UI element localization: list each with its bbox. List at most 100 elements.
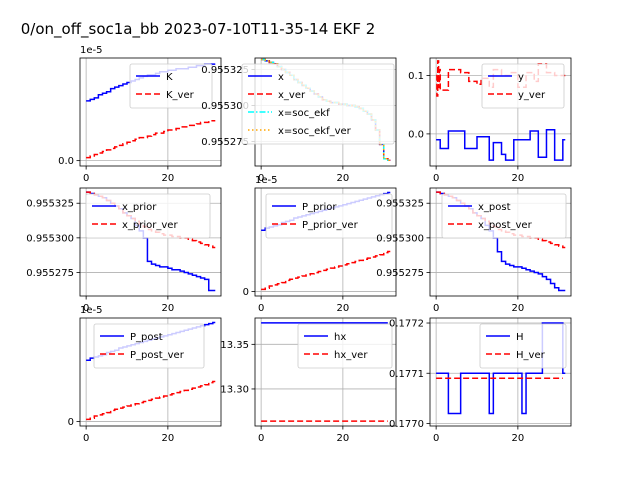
legend-label-x_ver: x_ver: [278, 90, 306, 101]
legend-label-H: H: [516, 332, 524, 343]
y-offset-label: 1e-5: [255, 175, 278, 186]
subplot-y: 0 20 0.0 0.1 y y_ver: [408, 57, 572, 184]
x-tick-label: 0: [258, 173, 264, 184]
y-tick-label: 13.35: [220, 340, 249, 351]
x-tick-label: 20: [162, 173, 175, 184]
x-tick-label: 20: [512, 433, 525, 444]
series-line-y: [436, 129, 566, 161]
legend: K K_ver: [129, 63, 213, 109]
x-tick-label: 0: [83, 303, 89, 314]
y-offset-label: 1e-5: [80, 305, 103, 316]
x-tick-label: 20: [162, 433, 175, 444]
legend-box: [93, 323, 205, 369]
y-tick-label: 0.1772: [389, 319, 424, 330]
axes-frame: [429, 187, 572, 297]
y-tick-label: 0.955300: [201, 101, 249, 112]
axes-frame: [254, 187, 397, 297]
subplot-H: 0 20 0.1770 0.1771 0.1772 H H_ver: [389, 317, 572, 444]
axes-frame: [79, 57, 222, 167]
x-tick-label: 20: [512, 173, 525, 184]
series-line-P_post_ver: [86, 380, 216, 421]
legend-box: [241, 63, 395, 145]
y-tick-label: 0.955325: [376, 199, 424, 210]
legend-label-K_ver: K_ver: [166, 90, 195, 101]
y-tick-label: 0: [243, 287, 249, 298]
x-tick-label: 0: [433, 173, 439, 184]
legend: x_post x_post_ver: [441, 193, 567, 239]
legend-label-x=soc_ekf: x=soc_ekf: [278, 108, 330, 119]
x-tick-label: 20: [337, 303, 350, 314]
y-tick-label: 0.955325: [201, 65, 249, 76]
legend-label-x: x: [278, 72, 284, 83]
x-tick-label: 20: [337, 173, 350, 184]
legend-label-x_post_ver: x_post_ver: [478, 220, 533, 231]
y-tick-label: 0.955300: [376, 233, 424, 244]
series-line-K_ver: [86, 120, 216, 159]
legend-label-x_prior_ver: x_prior_ver: [122, 220, 178, 231]
series-group: [436, 322, 566, 415]
legend-box: [441, 193, 567, 239]
series-line-H: [436, 322, 566, 415]
y-tick-label: 0.0: [58, 156, 74, 167]
x-tick-label: 0: [83, 173, 89, 184]
y-tick-label: 0: [68, 417, 74, 428]
legend-label-hx_ver: hx_ver: [334, 350, 368, 361]
legend-label-y_ver: y_ver: [518, 90, 546, 101]
x-tick-label: 0: [258, 433, 264, 444]
axes-frame: [429, 57, 572, 167]
x-tick-label: 20: [512, 303, 525, 314]
legend-box: [129, 63, 213, 109]
y-tick-label: 0.955275: [376, 268, 424, 279]
legend-box: [479, 323, 567, 369]
legend-label-x_prior: x_prior: [122, 202, 157, 213]
y-tick-label: 13.30: [220, 384, 249, 395]
legend: P_prior P_prior_ver: [265, 193, 393, 239]
legend: x_prior x_prior_ver: [85, 193, 211, 239]
legend-label-H_ver: H_ver: [516, 350, 546, 361]
subplot-x_post: 0 20 0.955275 0.955300 0.955325 x_post x_post_…: [376, 187, 572, 314]
y-tick-label: 0.955275: [201, 137, 249, 148]
y-tick-label: 0.955275: [26, 268, 74, 279]
axes-frame: [79, 187, 222, 297]
legend-box: [297, 323, 393, 369]
x-tick-label: 0: [83, 433, 89, 444]
x-tick-label: 0: [258, 303, 264, 314]
legend-box: [481, 63, 565, 109]
legend-label-x=soc_ekf_ver: x=soc_ekf_ver: [278, 126, 352, 137]
y-tick-label: 0.955300: [26, 233, 74, 244]
series-group: [261, 322, 388, 422]
x-tick-label: 20: [162, 303, 175, 314]
series-line-P_prior_ver: [261, 250, 391, 291]
axes-frame: [429, 317, 572, 427]
legend-label-x_post: x_post: [478, 202, 511, 213]
legend-label-hx: hx: [334, 332, 346, 343]
x-tick-label: 0: [433, 303, 439, 314]
x-tick-label: 20: [337, 433, 350, 444]
legend: hx hx_ver: [297, 323, 393, 369]
legend: P_post P_post_ver: [93, 323, 205, 369]
y-tick-label: 0.1: [408, 71, 424, 82]
legend: x x_ver x=soc_ekf x=soc_ekf_ver: [241, 63, 395, 145]
subplot-hx: 0 20 13.30 13.35 hx hx_ver: [220, 317, 397, 444]
legend-label-P_prior_ver: P_prior_ver: [302, 220, 359, 231]
subplot-x: 0 20 0.955275 0.955300 0.955325 x x_ver x=soc_e…: [201, 57, 397, 184]
legend-label-P_post_ver: P_post_ver: [130, 350, 185, 361]
legend: y y_ver: [481, 63, 565, 109]
y-tick-label: 0.0: [408, 129, 424, 140]
x-tick-label: 0: [433, 433, 439, 444]
axes-frame: [254, 317, 397, 427]
legend-label-P_prior: P_prior: [302, 202, 337, 213]
y-tick-label: 0.955325: [26, 199, 74, 210]
axes-frame: [79, 317, 222, 427]
legend-box: [85, 193, 211, 239]
y-tick-label: 0.1771: [389, 369, 424, 380]
subplot-grid: 0200.02.55.01e-5KK_ver0200.9552750.95530…: [26, 45, 572, 444]
legend-label-P_post: P_post: [130, 332, 163, 343]
legend: H H_ver: [479, 323, 567, 369]
y-tick-label: 0.1770: [389, 419, 424, 430]
